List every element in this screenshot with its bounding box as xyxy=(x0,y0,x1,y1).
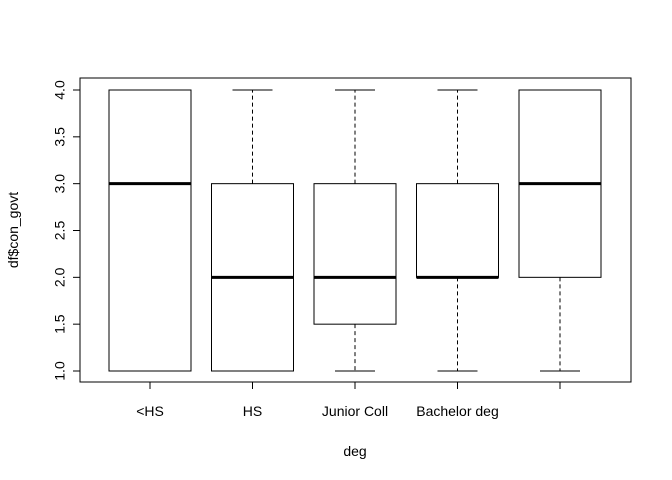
box-1 xyxy=(211,89,294,372)
boxes xyxy=(108,89,602,372)
y-axis-label: df$con_govt xyxy=(5,192,21,268)
y-tick-label: 2.0 xyxy=(52,267,68,287)
plot-frame xyxy=(79,77,632,383)
y-axis: 1.0 1.5 2.0 2.5 3.0 3.5 4.0 xyxy=(52,80,81,381)
box-rect xyxy=(313,183,397,325)
x-tick-label: Junior Coll xyxy=(322,403,388,419)
x-axis: <HS HS Junior Coll Bachelor deg xyxy=(136,381,561,419)
x-axis-label: deg xyxy=(343,443,366,459)
y-tick-label: 3.5 xyxy=(52,127,68,147)
box-2 xyxy=(313,89,397,372)
box-4 xyxy=(518,89,602,372)
x-tick-label: HS xyxy=(243,403,262,419)
y-tick-label: 4.0 xyxy=(52,80,68,100)
y-tick-label: 1.0 xyxy=(52,361,68,381)
x-tick-label: Bachelor deg xyxy=(416,403,499,419)
box-rect xyxy=(416,183,499,278)
box-0 xyxy=(108,89,192,372)
box-rect xyxy=(108,89,192,372)
y-tick-label: 2.5 xyxy=(52,221,68,241)
box-3 xyxy=(416,89,499,372)
x-tick-label: <HS xyxy=(136,403,164,419)
y-tick-label: 3.0 xyxy=(52,174,68,194)
y-tick-label: 1.5 xyxy=(52,314,68,334)
